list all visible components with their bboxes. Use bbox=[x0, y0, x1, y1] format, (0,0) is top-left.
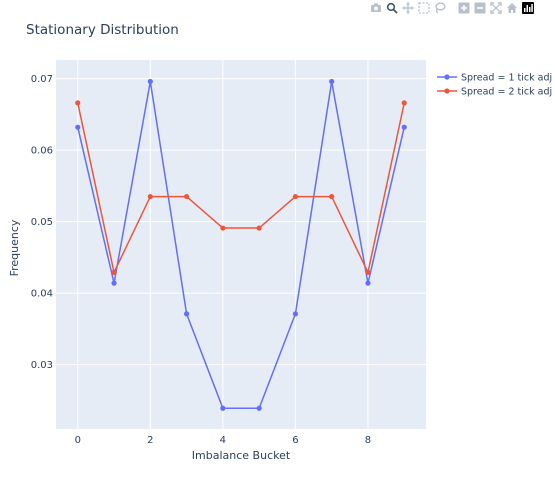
legend: Spread = 1 tick adj Spread = 2 tick adj bbox=[437, 73, 552, 98]
data-point bbox=[365, 280, 371, 286]
y-tick-label: 0.06 bbox=[31, 146, 53, 157]
data-point bbox=[183, 311, 190, 317]
y-axis-title: Frequency bbox=[8, 219, 21, 276]
plotly-logo-icon[interactable] bbox=[522, 2, 534, 14]
data-point bbox=[111, 280, 117, 286]
axis-tick-labels: 0 2 4 6 8 0.03 0.04 0.05 0.06 0.07 bbox=[31, 74, 371, 446]
x-tick-label: 4 bbox=[220, 435, 226, 446]
data-point bbox=[183, 193, 190, 200]
data-point bbox=[329, 78, 335, 85]
series-1 bbox=[75, 78, 407, 411]
home-icon[interactable] bbox=[506, 2, 518, 14]
zoom-in-icon[interactable] bbox=[458, 2, 470, 14]
data-point bbox=[292, 193, 299, 200]
data-point bbox=[329, 193, 335, 200]
modebar bbox=[370, 2, 534, 14]
legend-label: Spread = 2 tick adj bbox=[461, 87, 552, 98]
data-point bbox=[220, 225, 226, 231]
plot-area bbox=[56, 60, 426, 429]
pan-icon[interactable] bbox=[402, 2, 414, 14]
y-tick-label: 0.03 bbox=[31, 360, 53, 371]
zoom-out-icon[interactable] bbox=[474, 2, 486, 14]
legend-marker bbox=[444, 74, 450, 80]
chart-title: Stationary Distribution bbox=[26, 22, 179, 38]
data-point bbox=[401, 100, 407, 106]
y-tick-label: 0.04 bbox=[31, 289, 53, 300]
data-point bbox=[220, 405, 226, 411]
x-tick-label: 0 bbox=[75, 435, 81, 446]
data-point bbox=[147, 193, 153, 200]
y-tick-label: 0.07 bbox=[31, 74, 53, 85]
data-point bbox=[111, 269, 117, 275]
data-point bbox=[292, 311, 299, 317]
x-tick-label: 8 bbox=[365, 435, 371, 446]
x-tick-label: 2 bbox=[147, 435, 153, 446]
x-tick-label: 6 bbox=[292, 435, 298, 446]
box-select-icon[interactable] bbox=[418, 2, 430, 14]
grid-lines bbox=[56, 60, 426, 429]
camera-icon[interactable] bbox=[370, 2, 382, 14]
x-axis-title: Imbalance Bucket bbox=[192, 449, 291, 462]
data-point bbox=[75, 124, 81, 130]
legend-marker bbox=[444, 88, 450, 94]
data-point bbox=[256, 225, 262, 231]
data-point bbox=[365, 269, 371, 275]
series-layer bbox=[75, 78, 407, 411]
legend-item: Spread = 1 tick adj bbox=[437, 73, 552, 84]
lasso-icon[interactable] bbox=[434, 2, 446, 14]
data-point bbox=[147, 78, 153, 85]
legend-item: Spread = 2 tick adj bbox=[437, 87, 552, 98]
data-point bbox=[75, 100, 81, 106]
data-point bbox=[256, 405, 262, 411]
y-tick-label: 0.05 bbox=[31, 217, 53, 228]
legend-label: Spread = 1 tick adj bbox=[461, 73, 552, 84]
series-line bbox=[77, 102, 405, 274]
zoom-icon[interactable] bbox=[386, 2, 398, 14]
data-point bbox=[401, 124, 407, 130]
series-2 bbox=[75, 100, 407, 275]
autoscale-icon[interactable] bbox=[490, 2, 502, 14]
series-line bbox=[77, 80, 405, 410]
